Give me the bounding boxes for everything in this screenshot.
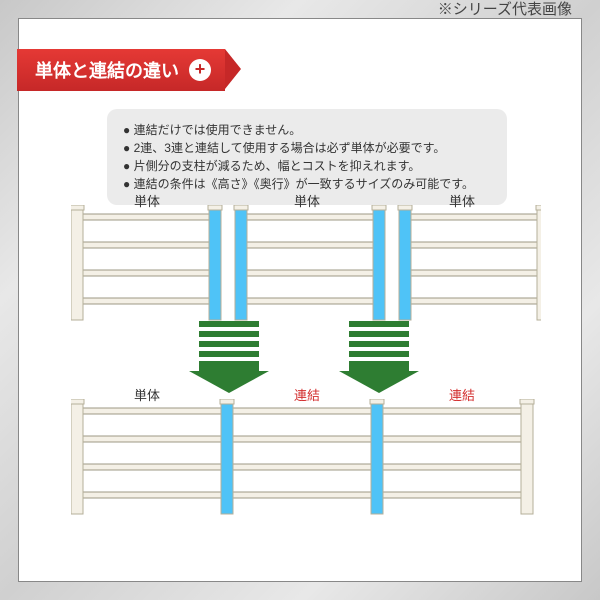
list-item: 片側分の支柱が減るため、幅とコストを抑えれます。 <box>123 157 491 175</box>
content-panel: 単体と連結の違い 連結だけでは使用できません。 2連、3連と連結して使用する場合… <box>18 18 582 582</box>
notes-list: 連結だけでは使用できません。 2連、3連と連結して使用する場合は必ず単体が必要で… <box>123 121 491 193</box>
list-item: 連結だけでは使用できません。 <box>123 121 491 139</box>
title-ribbon: 単体と連結の違い <box>17 49 225 91</box>
ribbon-text: 単体と連結の違い <box>35 57 179 83</box>
list-item: 2連、3連と連結して使用する場合は必ず単体が必要です。 <box>123 139 491 157</box>
shelves-after <box>71 399 541 519</box>
arrows-svg <box>19 321 583 393</box>
shelves-before-svg <box>71 205 541 325</box>
shelves-before <box>71 205 541 325</box>
shelves-after-svg <box>71 399 541 519</box>
series-note: ※シリーズ代表画像 <box>438 0 572 19</box>
plus-icon[interactable] <box>189 59 211 81</box>
